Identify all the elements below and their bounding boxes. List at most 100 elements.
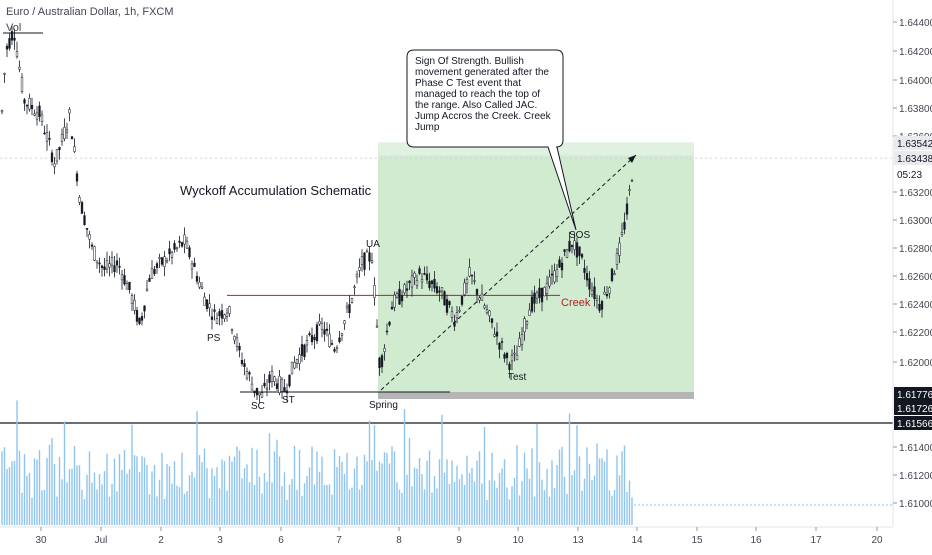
- volume-bar: [378, 461, 381, 525]
- volume-bar: [181, 452, 183, 525]
- price-badge: [894, 387, 932, 401]
- volume-bar: [503, 459, 506, 525]
- candle-body: [393, 294, 396, 308]
- volume-bar: [138, 471, 141, 525]
- volume-bar: [246, 464, 248, 525]
- candle-body: [273, 376, 276, 382]
- volume-bar: [83, 499, 86, 525]
- candle-body: [53, 163, 56, 168]
- volume-bar: [481, 483, 483, 525]
- candle-body: [305, 340, 309, 346]
- volume-bar: [273, 451, 276, 525]
- candle-body: [603, 291, 606, 295]
- volume-bar: [466, 455, 468, 525]
- volume-bar: [283, 472, 286, 525]
- candle-body: [200, 286, 204, 289]
- event-label-ps: PS: [207, 333, 221, 344]
- volume-bar: [436, 488, 438, 525]
- candle-body: [58, 147, 61, 151]
- candle-body: [228, 306, 231, 314]
- candle-body: [215, 318, 219, 324]
- candle-body: [563, 249, 566, 252]
- volume-bar: [336, 467, 338, 525]
- candle-body: [155, 263, 159, 268]
- candle-body: [413, 272, 416, 278]
- y-tick-label: 1.63800: [899, 104, 932, 115]
- volume-bar: [296, 489, 298, 525]
- volume-bar: [271, 482, 273, 525]
- candle-body: [450, 311, 454, 318]
- volume-bar: [98, 474, 101, 525]
- candle-body: [250, 383, 254, 391]
- candle-body: [248, 372, 251, 375]
- y-tick-label: 1.63000: [899, 216, 932, 227]
- volume-bar: [403, 409, 406, 525]
- candle-body: [195, 275, 199, 282]
- event-label-spring: Spring: [369, 400, 398, 411]
- candle-body: [520, 334, 524, 345]
- volume-bar: [416, 468, 418, 525]
- candle-body: [485, 309, 489, 314]
- volume-bar: [473, 481, 476, 525]
- volume-bar: [391, 446, 393, 525]
- volume-bar: [288, 484, 291, 525]
- volume-bar: [123, 450, 126, 525]
- candle-body: [628, 189, 631, 191]
- candle-body: [145, 288, 149, 291]
- candle-body: [545, 282, 549, 294]
- candle-body: [135, 310, 139, 322]
- candle-body: [265, 387, 269, 390]
- candle-body: [548, 276, 551, 287]
- price-badge-label: 1.61726: [897, 404, 932, 415]
- candle-body: [255, 387, 259, 396]
- candle-body: [490, 318, 494, 323]
- candle-body: [378, 357, 381, 369]
- candle-body: [453, 322, 456, 327]
- volume-bar: [523, 452, 526, 525]
- volume-bar: [316, 451, 318, 525]
- candle-body: [553, 270, 556, 283]
- volume-bar: [601, 458, 603, 525]
- candle-body: [555, 269, 559, 278]
- candle-body: [263, 382, 266, 387]
- volume-bar: [546, 468, 548, 525]
- volume-bar: [268, 433, 271, 525]
- volume-bar: [566, 493, 568, 525]
- candle-body: [225, 312, 229, 317]
- x-tick-label: 14: [631, 535, 643, 546]
- candle-body: [315, 324, 319, 342]
- volume-bar: [158, 479, 161, 525]
- volume-bar: [573, 470, 576, 525]
- price-badge-label: 1.63542: [897, 139, 932, 150]
- candle-body: [620, 232, 624, 235]
- event-label-creek: Creek: [561, 297, 591, 309]
- candle-body: [170, 251, 174, 258]
- volume-bar: [461, 474, 463, 525]
- candle-body: [425, 273, 429, 281]
- candle-body: [540, 287, 544, 303]
- candle-body: [573, 240, 576, 251]
- volume-bar: [371, 459, 373, 525]
- candle-body: [390, 306, 394, 310]
- candle-body: [475, 289, 479, 295]
- volume-bar: [318, 471, 321, 525]
- volume-bar: [533, 496, 536, 525]
- candle-body: [435, 286, 439, 294]
- candle-body: [120, 274, 124, 281]
- volume-bar: [88, 451, 91, 525]
- candle-body: [178, 240, 181, 243]
- candle-body: [33, 113, 36, 116]
- volume-bar: [263, 473, 266, 525]
- candle-body: [193, 262, 196, 267]
- candle-body: [455, 312, 459, 319]
- candle-body: [465, 279, 469, 284]
- volume-bar: [118, 454, 121, 525]
- candle-body: [530, 296, 534, 312]
- volume-bar: [341, 461, 343, 525]
- candle-body: [290, 361, 294, 375]
- candle-body: [110, 257, 114, 266]
- volume-bar: [373, 425, 376, 525]
- candle-body: [15, 51, 19, 58]
